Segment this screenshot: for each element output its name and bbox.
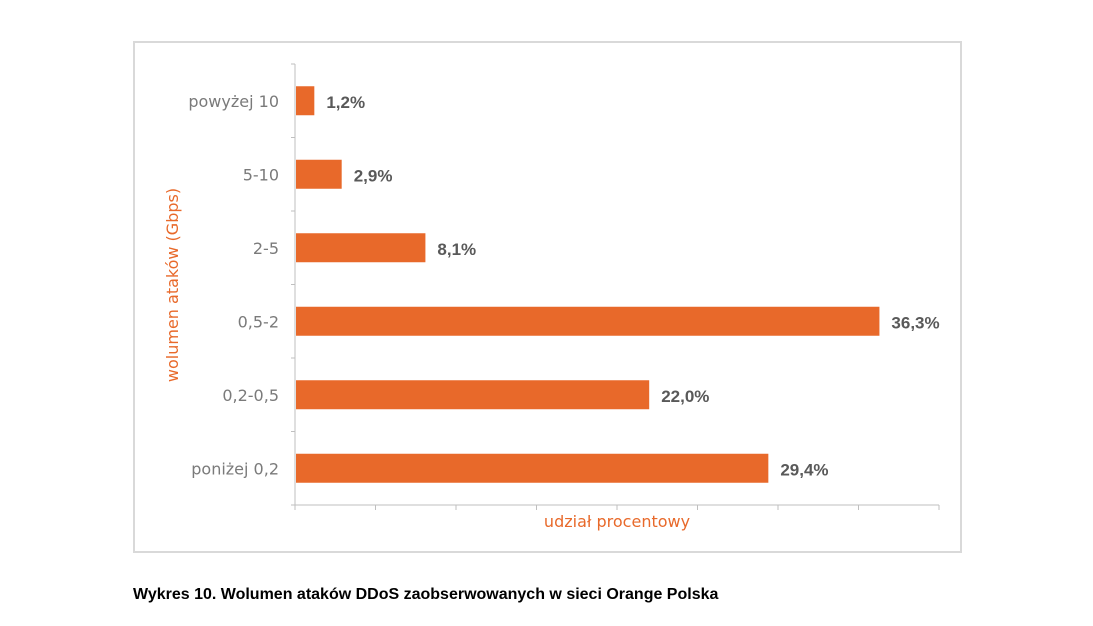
category-label: 0,2-0,5 — [222, 386, 279, 405]
category-label: 0,5-2 — [238, 312, 279, 331]
category-label: 2-5 — [253, 239, 279, 258]
x-axis-title: udział procentowy — [544, 512, 690, 531]
data-label: 36,3% — [891, 313, 939, 332]
category-label: powyżej 10 — [188, 92, 279, 111]
bar — [296, 233, 426, 263]
figure-caption: Wykres 10. Wolumen ataków DDoS zaobserwo… — [133, 586, 719, 603]
bar — [296, 159, 342, 189]
bar — [296, 453, 769, 483]
bar — [296, 306, 880, 336]
category-label: poniżej 0,2 — [191, 459, 279, 478]
data-label: 29,4% — [780, 460, 828, 479]
data-label: 2,9% — [354, 166, 393, 185]
bar — [296, 86, 315, 116]
y-axis-title: wolumen ataków (Gbps) — [163, 188, 182, 382]
bar — [296, 380, 650, 410]
category-label: 5-10 — [243, 165, 279, 184]
data-label: 22,0% — [661, 387, 709, 406]
data-label: 8,1% — [437, 240, 476, 259]
data-label: 1,2% — [326, 93, 365, 112]
